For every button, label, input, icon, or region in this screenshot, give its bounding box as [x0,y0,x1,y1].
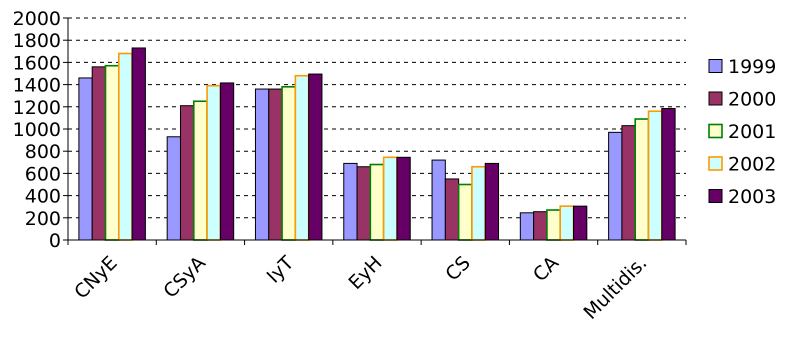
legend-label: 2003 [728,186,776,208]
bar-1999-CSyA [166,136,181,241]
category-label: IyT [263,252,299,288]
bar-2000-CNyE [91,66,106,241]
bar-1999-CNyE [78,77,93,241]
bar-2002-Multidis. [647,110,663,241]
bar-2000-Multidis. [621,125,636,241]
bar-2001-CA [546,209,562,241]
bar-2001-CNyE [104,64,120,241]
y-tick-label: 600 [25,163,61,185]
bar-2003-IyT [308,73,323,241]
bar-1999-EyH [343,162,358,241]
bar-1999-Multidis. [608,131,623,241]
category-label: Multidis. [579,252,651,324]
bar-2001-EyH [369,163,385,241]
category-label: CA [529,252,563,286]
legend-swatch [708,59,723,73]
bar-1999-IyT [254,88,270,241]
bar-2002-CS [471,165,487,241]
bar-2001-CSyA [192,100,208,241]
y-tick-label: 1400 [13,75,61,97]
legend-label: 2000 [728,89,776,111]
axes [63,17,687,245]
y-tick-label: 0 [49,230,61,252]
bar-1999-CA [519,212,535,241]
legend-label: 2001 [728,121,776,143]
legend: 1999 2000 2001 2002 2003 [708,56,776,208]
bar-2003-CS [484,162,500,241]
bar-2003-CNyE [131,47,146,241]
category-label: EyH [344,252,386,294]
bar-2002-IyT [294,74,310,241]
bar-2003-CA [573,205,588,241]
y-tick-label: 1200 [13,97,61,119]
bar-2002-CSyA [206,84,222,241]
category-labels: CNyE CSyA IyT EyH CS CA Multidis. [70,252,651,324]
y-tick-label: 1000 [13,119,61,141]
bar-2001-CS [457,183,473,241]
bars [78,47,676,241]
bar-2003-Multidis. [661,107,676,241]
bar-2001-Multidis. [634,118,650,241]
bar-2000-CA [533,211,548,241]
legend-swatch [708,189,723,203]
category-label: CNyE [70,252,121,303]
y-tick-label: 200 [25,208,61,230]
bar-2003-CSyA [219,82,235,241]
bar-2000-IyT [268,88,283,241]
y-tick-label: 2000 [13,8,61,30]
bar-2002-CNyE [117,52,133,241]
bar-2001-IyT [281,86,297,241]
category-label: CS [441,252,474,285]
bar-2000-EyH [356,166,371,241]
legend-swatch [708,91,723,106]
bar-2000-CSyA [179,105,195,241]
bar-2002-CA [559,205,575,241]
bar-2000-CS [444,178,460,241]
legend-swatch [708,156,723,171]
legend-swatch [708,123,723,139]
y-tick-label: 1800 [13,30,61,52]
bar-1999-CS [431,159,446,241]
legend-label: 2002 [728,154,776,176]
y-tick-label: 400 [25,186,61,208]
category-label: CSyA [159,252,210,303]
y-tick-label: 1600 [13,52,61,74]
legend-label: 1999 [728,56,776,78]
bar-2002-EyH [382,156,398,241]
bar-2003-EyH [396,156,411,241]
y-tick-label: 800 [25,141,61,163]
